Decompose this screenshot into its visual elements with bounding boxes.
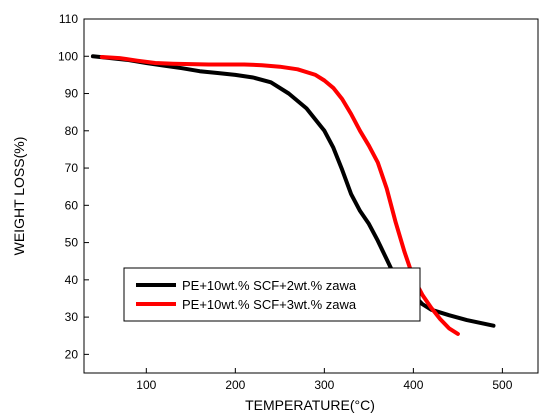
y-axis-ticks: 20 30 40 50 60 70 80 90 100 110 (58, 12, 89, 361)
plot-frame (83, 18, 539, 374)
plot-border (83, 18, 539, 374)
x-axis-ticks: 100 200 300 400 500 (136, 368, 513, 392)
y-tick-label: 50 (65, 236, 79, 250)
legend-label-series-1: PE+10wt.% SCF+2wt.% zawa (182, 278, 357, 293)
legend-box (123, 267, 421, 322)
y-tick-label: 80 (65, 124, 79, 138)
x-tick-label: 100 (136, 378, 156, 392)
x-tick-label: 400 (403, 378, 423, 392)
legend-label-series-2: PE+10wt.% SCF+3wt.% zawa (182, 297, 357, 312)
series-line-1 (90, 54, 496, 328)
y-tick-label: 90 (65, 87, 79, 101)
y-tick-label: 70 (65, 161, 79, 175)
y-tick-label: 40 (65, 273, 79, 287)
x-tick-label: 300 (314, 378, 334, 392)
x-axis-title: TEMPERATURE(°C) (245, 397, 375, 413)
y-axis-title: WEIGHT LOSS(%) (11, 137, 27, 256)
y-tick-label: 20 (65, 347, 79, 361)
y-tick-label: 30 (65, 310, 79, 324)
legend: PE+10wt.% SCF+2wt.% zawa PE+10wt.% SCF+3… (123, 267, 421, 322)
y-tick-label: 60 (65, 198, 79, 212)
x-tick-label: 200 (225, 378, 245, 392)
y-tick-label: 100 (58, 49, 78, 63)
y-tick-label: 110 (59, 12, 78, 26)
x-tick-label: 500 (492, 378, 512, 392)
